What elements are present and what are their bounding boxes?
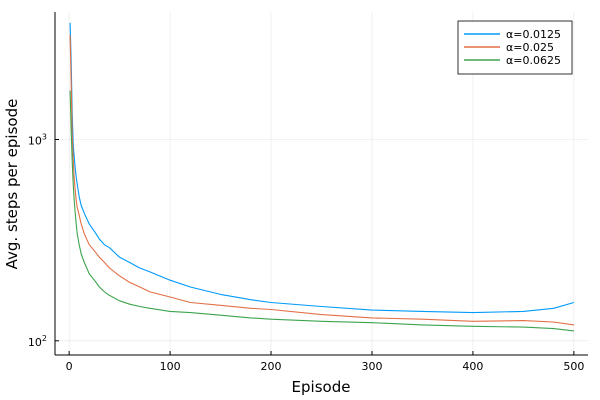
legend-label-1: α=0.0125: [506, 28, 561, 41]
legend-label-3: α=0.0625: [506, 54, 561, 67]
legend-label-2: α=0.025: [506, 41, 554, 54]
x-tick-label: 500: [563, 360, 584, 373]
series-group: [69, 22, 575, 332]
y-tick-exponent: 2: [42, 334, 47, 343]
x-tick-label: 100: [160, 360, 181, 373]
axes: [54, 12, 588, 356]
y-tick-exponent: 3: [42, 133, 47, 142]
series-line-1: [69, 22, 575, 314]
y-tick-base: 10: [28, 336, 42, 349]
x-tick-label: 300: [361, 360, 382, 373]
y-tick-label: 102: [28, 334, 47, 349]
x-axis-label: Episode: [292, 378, 351, 396]
series-line-2: [69, 35, 574, 326]
y-tick-base: 10: [28, 135, 42, 148]
x-tick-label: 0: [66, 360, 73, 373]
y-tick-label: 103: [28, 133, 47, 148]
grid: [55, 12, 588, 355]
x-ticks: 0 100 200 300 400 500: [66, 351, 584, 373]
x-tick-label: 200: [261, 360, 282, 373]
y-axis-label: Avg. steps per episode: [3, 99, 21, 270]
x-tick-label: 400: [462, 360, 483, 373]
series-line-3: [69, 90, 574, 332]
